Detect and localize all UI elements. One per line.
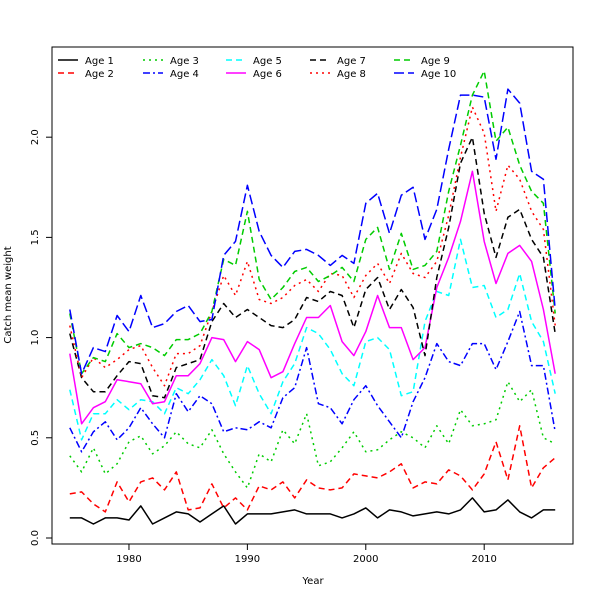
legend-label: Age 6 (253, 69, 282, 80)
legend-label: Age 10 (421, 69, 456, 80)
legend-label: Age 3 (170, 56, 199, 67)
x-tick-label: 1980 (116, 554, 141, 565)
y-axis-title: Catch mean weight (3, 246, 14, 343)
series-line-age-9 (69, 70, 556, 375)
y-tick-label: 1.0 (30, 330, 41, 346)
legend-label: Age 1 (85, 56, 114, 67)
x-tick-label: 2010 (471, 554, 496, 565)
legend-label: Age 8 (337, 69, 366, 80)
legend-label: Age 2 (85, 69, 114, 80)
x-tick-label: 2000 (353, 554, 378, 565)
y-tick-label: 1.5 (30, 229, 41, 245)
series-line-age-5 (69, 238, 556, 441)
series-line-age-8 (69, 106, 556, 387)
y-tick-label: 0.5 (30, 430, 41, 446)
legend-label: Age 4 (170, 69, 199, 80)
y-tick-label: 0.0 (30, 530, 41, 546)
series-line-age-7 (69, 136, 556, 399)
series-line-age-1 (69, 497, 556, 525)
x-axis-title: Year (301, 576, 324, 587)
y-tick-label: 2.0 (30, 129, 41, 145)
legend-label: Age 7 (337, 56, 366, 67)
plot-frame (51, 46, 574, 545)
x-tick-label: 1990 (235, 554, 260, 565)
legend-label: Age 9 (421, 56, 450, 67)
series-line-age-3 (69, 380, 556, 489)
series-line-age-6 (69, 170, 556, 425)
series-line-age-10 (69, 88, 556, 375)
legend-label: Age 5 (253, 56, 282, 67)
series-line-age-2 (69, 425, 556, 513)
series-line-age-4 (69, 310, 556, 453)
